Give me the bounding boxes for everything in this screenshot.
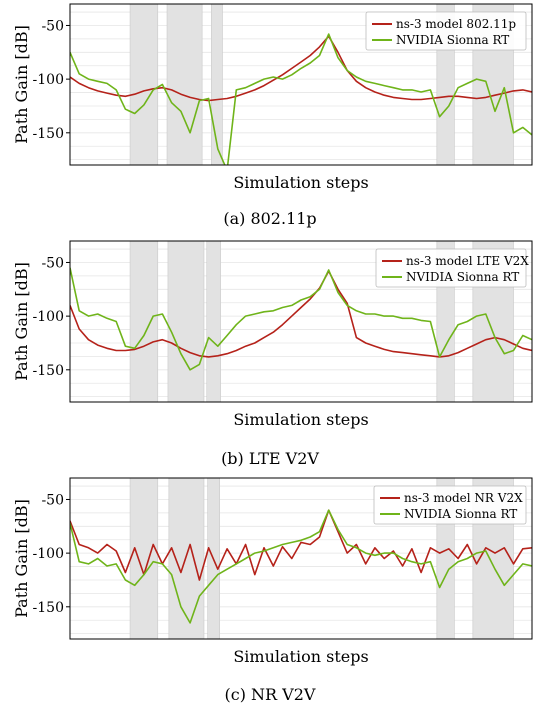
shaded-region [167,240,205,403]
shaded-region [129,3,159,166]
legend-label: ns-3 model LTE V2X [406,254,529,268]
plot-frame [69,240,533,403]
series-line-sionna [70,33,532,165]
y-tick-label: -100 [33,546,64,562]
shaded-region [168,477,205,640]
panel-caption: (c) NR V2V [225,685,316,704]
y-tick-label: -100 [33,72,64,88]
legend-box [375,248,527,288]
series-line-ns3 [70,509,532,581]
legend-label: ns-3 model NR V2X [404,491,523,505]
legend-box [373,485,527,525]
series-line-ns3 [70,270,532,358]
y-tick-label: -50 [41,255,64,271]
y-axis-label: Path Gain [dB] [12,262,31,381]
legend-label: NVIDIA Sionna RT [396,33,509,47]
x-axis-label: Simulation steps [233,647,368,666]
y-tick-label: -150 [33,363,64,379]
legend-label: NVIDIA Sionna RT [406,270,519,284]
series-line-ns3 [70,35,532,102]
legend-label: NVIDIA Sionna RT [404,507,517,521]
series-line-sionna [70,509,532,624]
x-axis-label: Simulation steps [233,173,368,192]
plot-frame [69,477,533,640]
y-tick-label: -150 [33,600,64,616]
series-line-sionna [70,267,532,371]
shaded-region [166,3,203,166]
legend-label: ns-3 model 802.11p [396,17,516,31]
y-tick-label: -50 [41,18,64,34]
x-axis-label: Simulation steps [233,410,368,429]
panel-caption: (b) LTE V2V [221,449,319,468]
shaded-region [129,240,159,403]
legend-box [365,11,527,51]
plot-frame [69,3,533,166]
y-axis-label: Path Gain [dB] [12,499,31,618]
y-tick-label: -100 [33,309,64,325]
panel-caption: (a) 802.11p [223,209,316,228]
y-tick-label: -150 [33,126,64,142]
y-tick-label: -50 [41,492,64,508]
y-axis-label: Path Gain [dB] [12,25,31,144]
shaded-region [129,477,159,640]
shaded-region [206,240,221,403]
